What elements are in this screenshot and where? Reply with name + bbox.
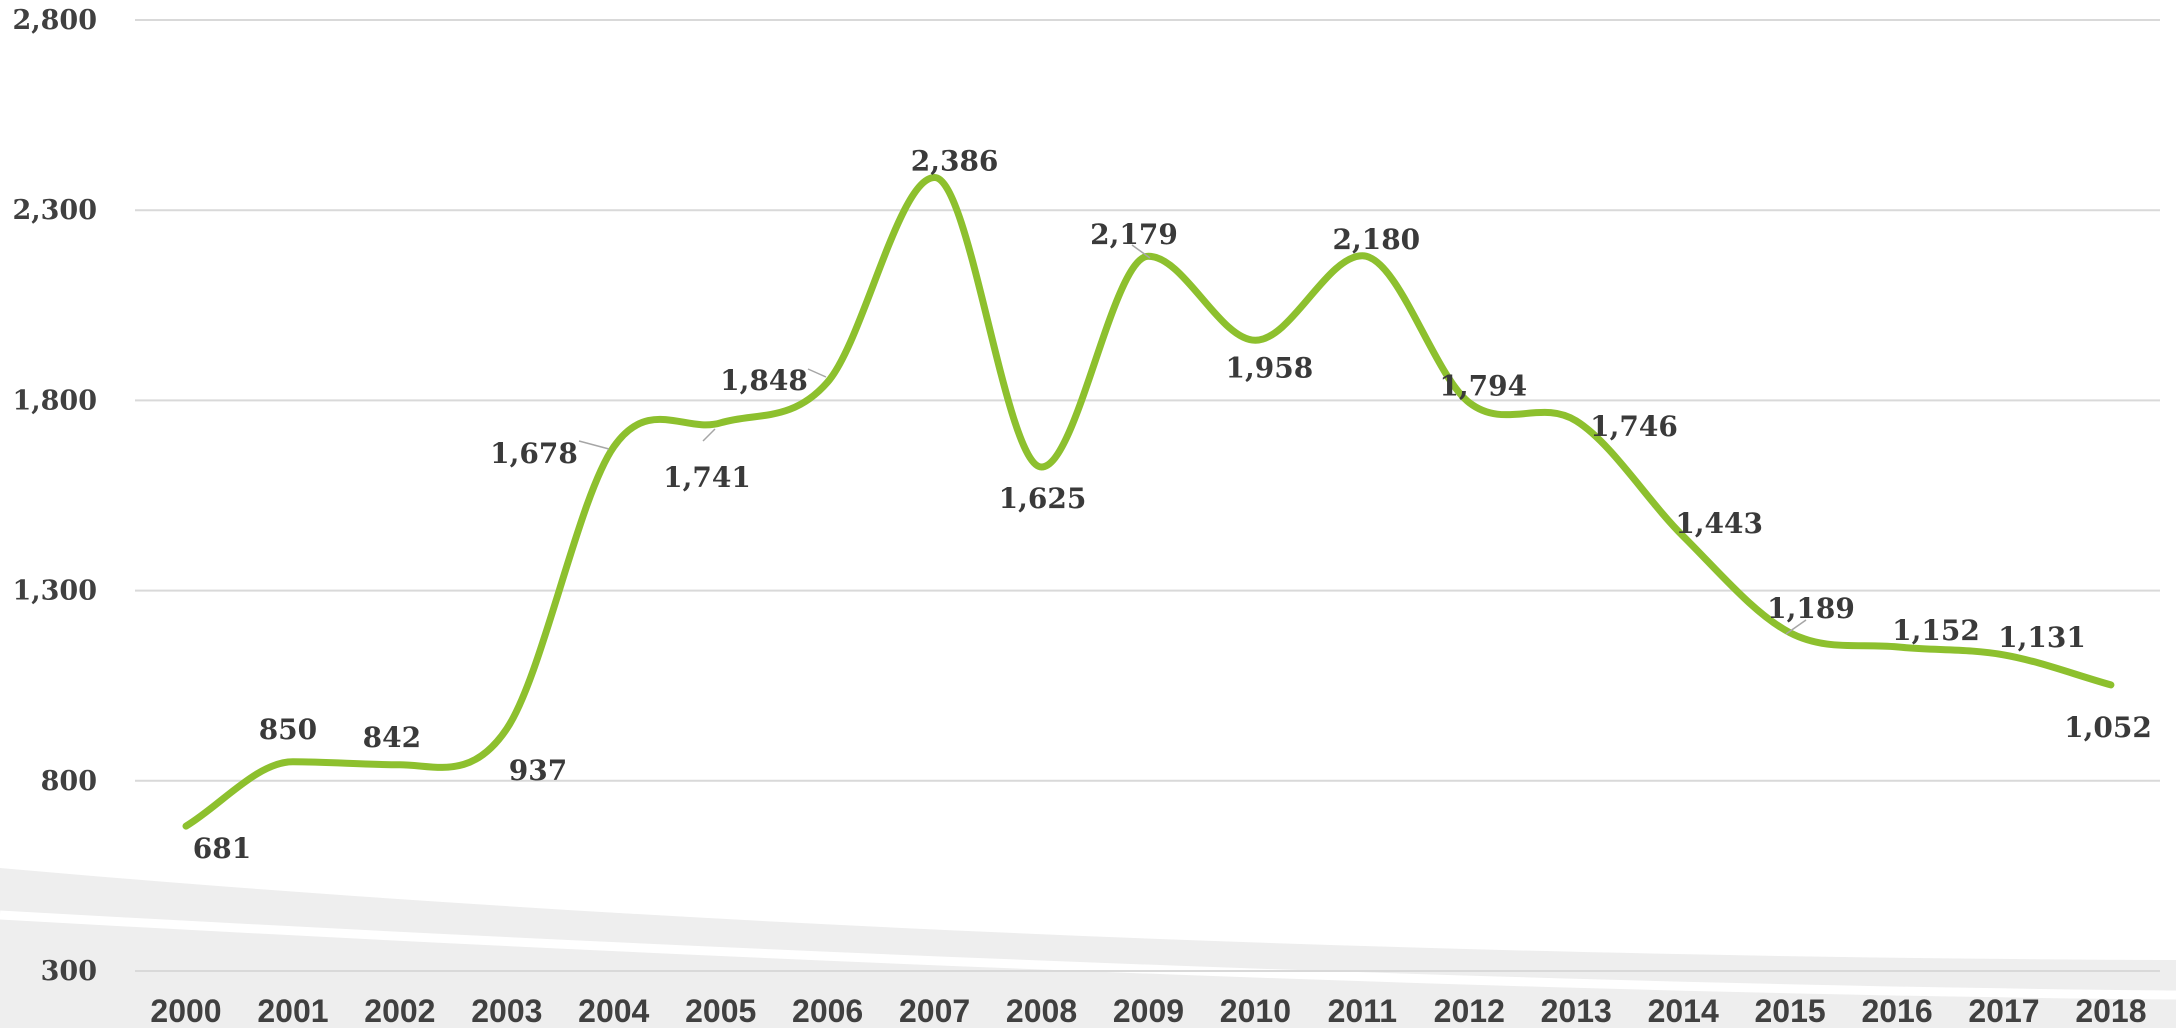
x-tick-label: 2001 <box>257 993 328 1028</box>
x-tick-label: 2017 <box>1968 993 2039 1028</box>
leader-line <box>579 441 609 449</box>
x-tick-label: 2004 <box>578 993 649 1028</box>
data-label: 1,741 <box>663 461 751 494</box>
data-label: 1,131 <box>1998 621 2086 654</box>
y-tick-label: 1,300 <box>12 576 97 607</box>
data-label: 842 <box>363 721 421 754</box>
leader-line <box>703 429 715 441</box>
x-tick-label: 2007 <box>899 993 970 1028</box>
y-tick-label: 800 <box>41 766 97 797</box>
data-label: 2,386 <box>911 144 999 177</box>
y-tick-label: 300 <box>41 956 97 987</box>
series-line <box>186 178 2111 827</box>
gridlines <box>135 20 2160 971</box>
x-tick-label: 2003 <box>471 993 542 1028</box>
x-tick-label: 2002 <box>364 993 435 1028</box>
data-label: 1,052 <box>2064 711 2152 744</box>
data-label: 1,958 <box>1226 351 1314 384</box>
data-label: 1,152 <box>1892 614 1980 647</box>
data-label: 681 <box>193 832 251 865</box>
data-label: 937 <box>509 754 567 787</box>
x-tick-label: 2008 <box>1006 993 1077 1028</box>
data-label: 1,678 <box>490 437 578 470</box>
series-line-group <box>183 174 2114 829</box>
data-label: 1,794 <box>1439 370 1527 403</box>
x-tick-label: 2010 <box>1220 993 1291 1028</box>
x-tick-label: 2012 <box>1434 993 1505 1028</box>
data-label: 2,180 <box>1332 223 1420 256</box>
data-label: 850 <box>259 713 317 746</box>
data-label: 1,625 <box>999 482 1087 515</box>
data-label: 1,443 <box>1675 507 1763 540</box>
x-tick-label: 2011 <box>1328 993 1397 1028</box>
x-tick-label: 2005 <box>685 993 756 1028</box>
data-label: 1,848 <box>720 364 808 397</box>
data-label: 1,746 <box>1590 410 1678 443</box>
data-labels: 681 850 842 937 1,678 1,741 1,848 2,386 1,625 2,1… <box>193 144 2152 865</box>
x-tick-label: 2015 <box>1755 993 1826 1028</box>
x-tick-label: 2018 <box>2075 993 2146 1028</box>
y-tick-label: 2,300 <box>12 195 97 226</box>
data-label: 1,189 <box>1767 592 1855 625</box>
y-tick-label: 1,800 <box>12 385 97 416</box>
x-tick-label: 2006 <box>792 993 863 1028</box>
x-tick-label: 2016 <box>1861 993 1932 1028</box>
x-tick-label: 2013 <box>1541 993 1612 1028</box>
leader-line <box>808 369 826 377</box>
y-tick-label: 2,800 <box>12 5 97 36</box>
x-tick-label: 2014 <box>1648 993 1719 1028</box>
x-tick-label: 2000 <box>150 993 221 1028</box>
y-axis-ticks: 300 800 1,300 1,800 2,300 2,800 <box>12 5 97 987</box>
x-tick-label: 2009 <box>1113 993 1184 1028</box>
